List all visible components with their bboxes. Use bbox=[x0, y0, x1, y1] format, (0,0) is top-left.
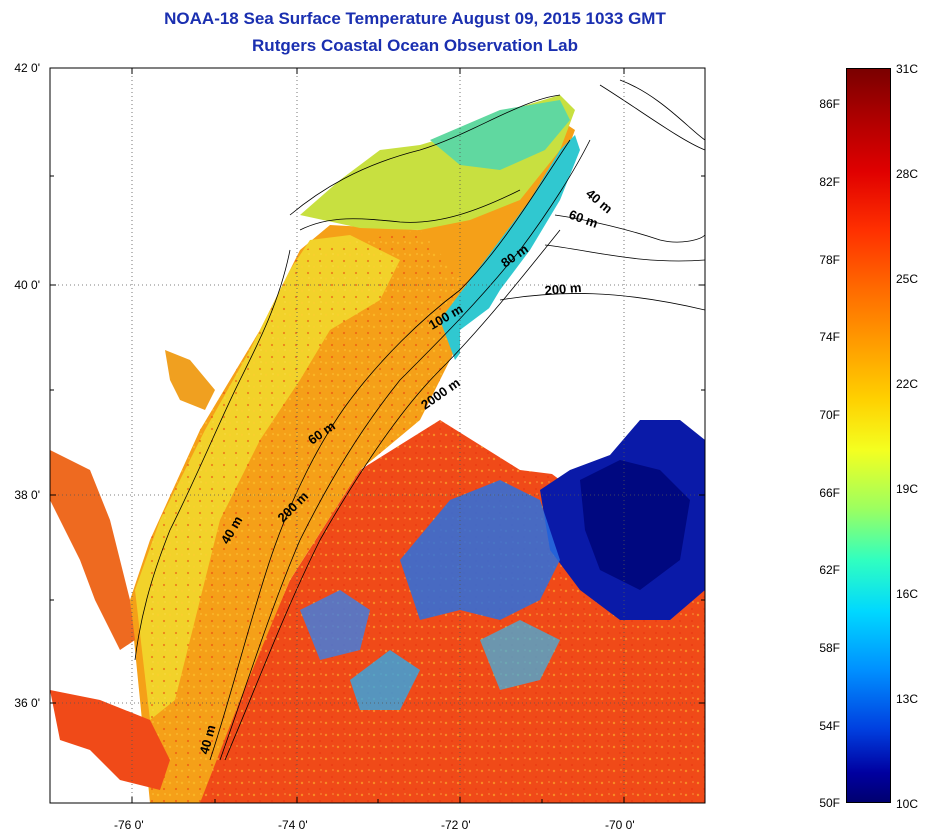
colorbar-f-82: 82F bbox=[819, 175, 840, 189]
coastline bbox=[134, 94, 561, 661]
isobath-label-40m-south: 40 m bbox=[196, 723, 218, 756]
colorbar-c-25: 25C bbox=[896, 272, 919, 286]
colorbar-c-31: 31C bbox=[896, 62, 919, 76]
colorbar-c-28: 28C bbox=[896, 167, 919, 181]
axis-ticks bbox=[50, 67, 705, 803]
lat-label-36: 36 0' bbox=[14, 696, 40, 710]
map-subtitle: Rutgers Coastal Ocean Observation Lab bbox=[252, 36, 578, 55]
chesapeake-bay bbox=[50, 450, 135, 650]
lat-label-38: 38 0' bbox=[14, 488, 40, 502]
colorbar-f-74: 74F bbox=[819, 330, 840, 344]
map-title: NOAA-18 Sea Surface Temperature August 0… bbox=[164, 9, 666, 28]
lon-label-70: -70 0' bbox=[605, 818, 635, 832]
colorbar-f-54: 54F bbox=[819, 719, 840, 733]
colorbar-f-50: 50F bbox=[819, 796, 840, 810]
shelf-break-cool-strip bbox=[440, 135, 580, 360]
colorbar-f-66: 66F bbox=[819, 486, 840, 500]
colorbar-f-86: 86F bbox=[819, 97, 840, 111]
colorbar-f-58: 58F bbox=[819, 641, 840, 655]
temperature-colorbar bbox=[846, 68, 891, 803]
lat-label-40: 40 0' bbox=[14, 278, 40, 292]
colorbar-c-22: 22C bbox=[896, 377, 919, 391]
colorbar-f-78: 78F bbox=[819, 253, 840, 267]
isobath-lines bbox=[209, 79, 705, 761]
colorbar-f-62: 62F bbox=[819, 563, 840, 577]
lon-label-72: -72 0' bbox=[441, 818, 471, 832]
graticule bbox=[50, 68, 705, 803]
delaware-bay bbox=[165, 350, 215, 410]
mixed-cool-water bbox=[400, 480, 560, 620]
colorbar-c-13: 13C bbox=[896, 692, 919, 706]
colorbar-c-19: 19C bbox=[896, 482, 919, 496]
colorbar-c-16: 16C bbox=[896, 587, 919, 601]
lat-label-42: 42 0' bbox=[14, 61, 40, 75]
colorbar-f-70: 70F bbox=[819, 408, 840, 422]
colorbar-c-10: 10C bbox=[896, 797, 919, 811]
lon-label-76: -76 0' bbox=[114, 818, 144, 832]
isobath-label-200m-north: 200 m bbox=[544, 280, 582, 298]
lon-label-74: -74 0' bbox=[278, 818, 308, 832]
